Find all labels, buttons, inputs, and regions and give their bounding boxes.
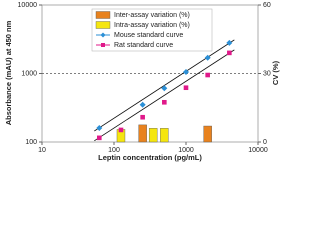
bar xyxy=(160,128,169,143)
point xyxy=(161,85,168,92)
legend-label: Intra-assay variation (%) xyxy=(114,22,190,29)
x-tick-label: 1000 xyxy=(178,147,194,154)
x-tick-label: 10000 xyxy=(248,147,268,154)
x-tick-label: 100 xyxy=(108,147,120,154)
point xyxy=(204,54,211,61)
y2-tick-label: 30 xyxy=(263,70,271,77)
x-axis-label: Leptin concentration (pg/mL) xyxy=(98,153,202,162)
legend-label: Inter-assay variation (%) xyxy=(114,12,190,19)
legend-swatch xyxy=(95,11,111,19)
point xyxy=(205,72,210,78)
chart: Leptin concentration (pg/mL) Absorbance … xyxy=(4,2,280,162)
point xyxy=(226,39,233,46)
bar xyxy=(148,128,158,143)
point xyxy=(97,135,102,141)
bar xyxy=(203,125,212,143)
bar xyxy=(138,124,147,143)
legend-label: Mouse standard curve xyxy=(114,32,183,39)
point xyxy=(96,125,103,132)
point xyxy=(140,114,145,120)
point xyxy=(118,127,124,133)
point xyxy=(227,50,232,56)
y-axis-label: Absorbance (mAU) at 450 nm xyxy=(4,20,13,125)
point xyxy=(139,101,146,108)
legend-swatch xyxy=(95,21,111,29)
x-tick-label: 10 xyxy=(38,147,46,154)
point xyxy=(183,85,189,91)
fit-line xyxy=(94,49,235,142)
y2-axis-label: CV (%) xyxy=(271,60,280,85)
y-tick-label: 1000 xyxy=(21,70,37,77)
y2-tick-label: 60 xyxy=(263,2,271,9)
legend-box xyxy=(91,8,213,52)
point xyxy=(183,69,189,76)
point xyxy=(162,99,167,105)
legend-marker xyxy=(101,43,105,47)
legend-marker xyxy=(100,32,106,38)
legend-label: Rat standard curve xyxy=(114,42,173,49)
y-tick-label: 100 xyxy=(25,139,37,146)
y-tick-label: 10000 xyxy=(18,2,38,9)
y2-tick-label: 0 xyxy=(263,139,267,146)
